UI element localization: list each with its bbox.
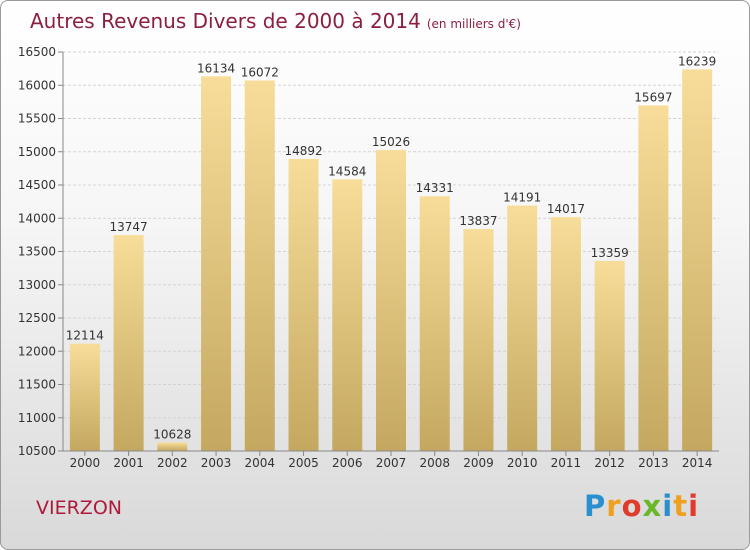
y-tick-label: 15000 <box>18 145 56 159</box>
y-tick-label: 12000 <box>18 344 56 358</box>
data-label: 14584 <box>328 164 366 178</box>
x-tick-label: 2011 <box>551 456 582 470</box>
logo-letter: o <box>621 489 643 523</box>
bar-2003 <box>201 76 232 452</box>
bars <box>69 69 713 452</box>
x-tick-label: 2001 <box>113 456 144 470</box>
x-tick-label: 2005 <box>288 456 319 470</box>
bar-2001 <box>113 235 144 451</box>
chart-title-unit: (en milliers d'€) <box>426 17 521 31</box>
bar-2009 <box>463 229 494 451</box>
y-tick-label: 13000 <box>18 278 56 292</box>
x-tick-label: 2014 <box>682 456 713 470</box>
chart-title-main: Autres Revenus Divers de 2000 à 2014 <box>30 9 421 33</box>
y-tick-label: 12500 <box>18 311 56 325</box>
bar-2012 <box>594 260 625 451</box>
bar-2008 <box>419 196 450 451</box>
y-tick-label: 11500 <box>18 378 56 392</box>
logo-letter: i <box>662 489 674 523</box>
y-tick-label: 10500 <box>18 444 56 458</box>
bar-2004 <box>244 80 275 451</box>
x-tick-label: 2007 <box>376 456 407 470</box>
chart-title: Autres Revenus Divers de 2000 à 2014 (en … <box>30 9 521 33</box>
logo-letter: x <box>642 489 663 523</box>
x-tick-label: 2000 <box>70 456 101 470</box>
data-label: 15026 <box>372 135 410 149</box>
data-label: 14191 <box>503 191 541 205</box>
x-tick-label: 2006 <box>332 456 363 470</box>
logo-letter: t <box>673 489 689 523</box>
data-label: 10628 <box>153 427 191 441</box>
logo-letter: i <box>688 489 700 523</box>
y-tick-label: 11000 <box>18 411 56 425</box>
city-label: VIERZON <box>36 497 122 519</box>
x-tick-label: 2013 <box>638 456 669 470</box>
bar-2006 <box>332 179 363 451</box>
x-tick-label: 2002 <box>157 456 188 470</box>
bar-2010 <box>507 205 538 451</box>
x-tick-label: 2003 <box>201 456 232 470</box>
bar-2002 <box>157 442 188 451</box>
x-tick-label: 2004 <box>245 456 276 470</box>
data-label: 13837 <box>459 214 497 228</box>
data-label: 14331 <box>416 181 454 195</box>
y-tick-label: 14500 <box>18 178 56 192</box>
data-label: 13359 <box>591 246 629 260</box>
bar-2014 <box>682 69 713 451</box>
data-label: 14017 <box>547 202 585 216</box>
bar-2011 <box>550 217 581 451</box>
x-tick-label: 2010 <box>507 456 538 470</box>
proxiti-logo[interactable]: Proxiti <box>584 489 699 523</box>
data-label: 14892 <box>284 144 322 158</box>
bar-2000 <box>69 343 100 451</box>
data-label: 16134 <box>197 61 235 75</box>
logo-letter: r <box>606 489 622 523</box>
y-tick-label: 14000 <box>18 211 56 225</box>
axes <box>58 51 719 456</box>
x-tick-label: 2008 <box>419 456 450 470</box>
y-tick-label: 13500 <box>18 245 56 259</box>
y-tick-label: 16500 <box>18 45 56 59</box>
data-label: 15697 <box>634 90 672 104</box>
data-label: 16072 <box>241 65 279 79</box>
x-tick-label: 2012 <box>594 456 625 470</box>
x-tick-label: 2009 <box>463 456 494 470</box>
y-tick-label: 16000 <box>18 78 56 92</box>
data-label: 13747 <box>110 220 148 234</box>
labels: 10500 11000 11500 12000 12500 13000 13500 14000… <box>18 45 716 470</box>
data-label: 12114 <box>66 329 104 343</box>
bar-2005 <box>288 158 319 451</box>
y-tick-label: 15500 <box>18 112 56 126</box>
logo-letter: P <box>584 489 607 523</box>
bar-2007 <box>376 150 406 451</box>
bar-2013 <box>638 105 669 451</box>
data-label: 16239 <box>678 54 716 68</box>
